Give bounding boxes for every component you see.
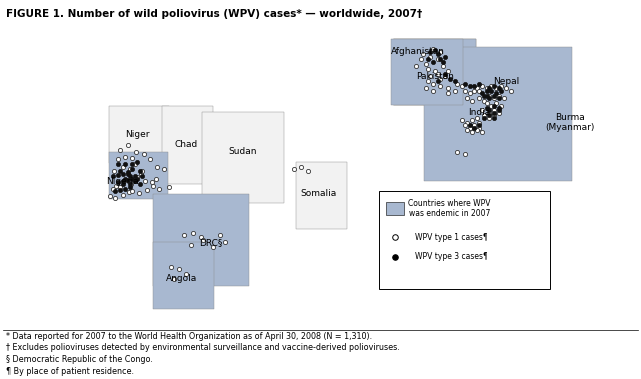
- Text: Countries where WPV
was endemic in 2007: Countries where WPV was endemic in 2007: [408, 199, 491, 218]
- Bar: [424, 47, 572, 181]
- Text: DRC§: DRC§: [199, 238, 222, 247]
- Bar: [379, 191, 550, 289]
- Text: Niger: Niger: [125, 130, 149, 139]
- Bar: [394, 39, 476, 105]
- Bar: [392, 39, 463, 105]
- Bar: [296, 162, 347, 229]
- Text: Pakistan: Pakistan: [417, 72, 454, 81]
- Text: Nigeria: Nigeria: [106, 177, 139, 186]
- Text: Nepal: Nepal: [493, 77, 519, 86]
- Text: Afghanistan: Afghanistan: [391, 47, 445, 56]
- Bar: [387, 202, 404, 216]
- Text: Burma
(Myanmar): Burma (Myanmar): [545, 113, 594, 132]
- Bar: [109, 105, 169, 163]
- Bar: [203, 112, 285, 203]
- Bar: [394, 39, 476, 105]
- Text: Somalia: Somalia: [300, 189, 336, 198]
- Bar: [153, 242, 213, 309]
- Bar: [109, 152, 167, 199]
- Text: * Data reported for 2007 to the World Health Organization as of April 30, 2008 (: * Data reported for 2007 to the World He…: [6, 332, 400, 376]
- Text: Angola: Angola: [165, 274, 197, 283]
- Text: Sudan: Sudan: [228, 147, 256, 157]
- Text: India: India: [468, 108, 490, 117]
- Text: WPV type 3 cases¶: WPV type 3 cases¶: [415, 252, 487, 262]
- Text: Chad: Chad: [174, 140, 198, 149]
- Text: WPV type 1 cases¶: WPV type 1 cases¶: [415, 233, 487, 242]
- Text: FIGURE 1. Number of wild poliovirus (WPV) cases* — worldwide, 2007†: FIGURE 1. Number of wild poliovirus (WPV…: [6, 9, 422, 19]
- Bar: [162, 105, 213, 184]
- Bar: [153, 194, 249, 286]
